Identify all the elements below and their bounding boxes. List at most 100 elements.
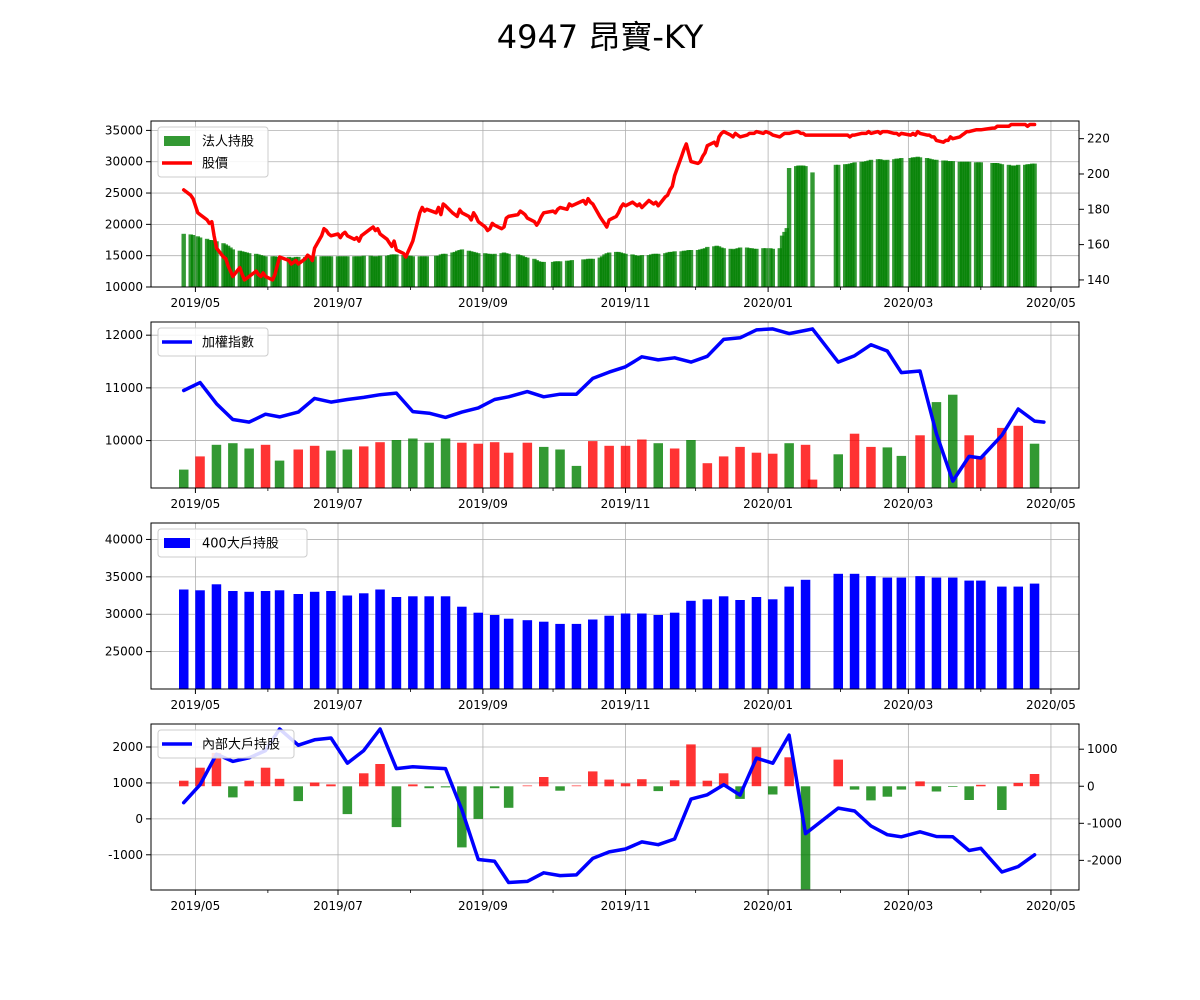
bar-institutional-holding xyxy=(695,250,701,287)
bar-institutional-holding xyxy=(312,256,317,287)
y-tick-label: 35000 xyxy=(105,570,143,584)
bar-institutional-holding xyxy=(1027,164,1033,287)
y2-tick-label: -1000 xyxy=(1087,816,1122,830)
bar-institutional-holding xyxy=(352,256,357,287)
bar-institutional-holding xyxy=(469,251,474,287)
bar-institutional-holding xyxy=(1032,163,1037,287)
bar-institutional-holding xyxy=(326,256,331,287)
bar-institutional-holding xyxy=(847,163,853,287)
bar-institutional-holding xyxy=(931,159,937,287)
legend-label: 400大戶持股 xyxy=(202,537,279,552)
bar-institutional-holding xyxy=(978,162,983,287)
bar-institutional-holding xyxy=(485,253,490,287)
bar-400-holders xyxy=(637,613,647,689)
bar-weekly-change xyxy=(620,445,631,488)
bar-weekly-change xyxy=(997,427,1007,488)
bar-weekly-change xyxy=(964,435,974,488)
bar-institutional-holding xyxy=(997,163,1002,287)
bar-institutional-holding xyxy=(403,255,408,287)
bar-institutional-holding xyxy=(744,247,750,287)
bar-weekly-change xyxy=(768,453,778,488)
y-tick-label: 12000 xyxy=(105,328,143,342)
bar-400-holders xyxy=(784,586,794,689)
bar-institutional-holding xyxy=(973,162,979,287)
bar-weekly-change xyxy=(503,452,514,488)
x-tick-label: 2020/05 xyxy=(1026,899,1076,913)
bar-institutional-holding xyxy=(244,252,249,287)
bar-weekly-change xyxy=(669,448,680,488)
bar-institutional-holding xyxy=(466,250,472,287)
bar-institutional-holding xyxy=(784,228,789,287)
bar-weekly-change xyxy=(653,443,663,488)
x-tick-label: 2019/11 xyxy=(601,899,651,913)
bar-institutional-holding xyxy=(197,237,203,287)
bar-institutional-holding xyxy=(908,158,913,287)
bar-weekly-change xyxy=(807,479,818,488)
bar-institutional-holding xyxy=(702,248,708,287)
bar-institutional-holding xyxy=(188,234,193,287)
bar-institutional-holding xyxy=(747,248,752,287)
bar-institutional-holding xyxy=(896,158,902,287)
bar-institutional-holding xyxy=(506,253,511,287)
x-tick-label: 2020/03 xyxy=(883,899,933,913)
y-tick-label: 25000 xyxy=(105,645,143,659)
bar-institutional-holding xyxy=(443,253,448,287)
bar-weekly-change xyxy=(293,449,303,488)
bar-insider-change xyxy=(976,784,986,787)
bar-institutional-holding xyxy=(394,254,399,287)
bar-insider-change xyxy=(931,786,942,792)
bar-400-holders xyxy=(896,577,907,689)
bar-institutional-holding xyxy=(525,257,530,287)
x-tick-label: 2020/03 xyxy=(883,698,933,712)
bar-insider-change xyxy=(948,786,958,787)
bar-400-holders xyxy=(503,618,514,689)
bar-insider-change xyxy=(620,783,631,787)
bar-weekly-change xyxy=(195,456,205,488)
legend-label: 加權指數 xyxy=(202,336,254,351)
y-tick-label: 2000 xyxy=(112,740,143,754)
bar-insider-change xyxy=(896,786,907,790)
bar-institutional-holding xyxy=(492,253,497,287)
bar-insider-change xyxy=(195,767,205,787)
bar-insider-change xyxy=(768,786,778,795)
bar-400-holders xyxy=(669,612,680,689)
bar-insider-change xyxy=(1029,774,1040,787)
bar-insider-change xyxy=(326,784,336,787)
bar-institutional-holding xyxy=(1025,164,1030,287)
bar-insider-change xyxy=(503,786,514,808)
bar-institutional-holding xyxy=(614,251,619,287)
bar-400-holders xyxy=(948,577,958,689)
bar-institutional-holding xyxy=(221,243,226,287)
bar-institutional-holding xyxy=(567,260,572,287)
bar-institutional-holding xyxy=(597,257,602,287)
bar-institutional-holding xyxy=(553,261,558,287)
bar-institutional-holding xyxy=(452,251,458,287)
bar-insider-change xyxy=(866,786,876,801)
bar-institutional-holding xyxy=(607,252,612,287)
bar-insider-change xyxy=(555,786,565,791)
bar-institutional-holding xyxy=(321,256,327,287)
bar-institutional-holding xyxy=(424,256,429,287)
x-tick-label: 2019/07 xyxy=(313,698,363,712)
bar-institutional-holding xyxy=(779,235,785,287)
bar-weekly-change xyxy=(179,469,189,488)
bar-institutional-holding xyxy=(599,256,605,287)
bar-institutional-holding xyxy=(672,251,677,287)
bar-weekly-change xyxy=(555,449,565,488)
bar-400-holders xyxy=(244,591,254,689)
bar-institutional-holding xyxy=(768,248,773,287)
bar-400-holders xyxy=(976,580,986,689)
bar-institutional-holding xyxy=(405,255,411,287)
bar-institutional-holding xyxy=(368,255,373,287)
bar-institutional-holding xyxy=(698,249,703,287)
bar-institutional-holding xyxy=(240,251,245,287)
bar-400-holders xyxy=(882,577,893,689)
bar-weekly-change xyxy=(457,442,467,488)
bar-insider-change xyxy=(489,786,500,789)
bar-institutional-holding xyxy=(286,256,292,287)
bar-institutional-holding xyxy=(948,161,953,287)
bar-insider-change xyxy=(309,782,320,787)
bar-institutional-holding xyxy=(539,261,544,287)
line-insider-holding xyxy=(181,727,1037,885)
bar-insider-change xyxy=(686,744,696,787)
